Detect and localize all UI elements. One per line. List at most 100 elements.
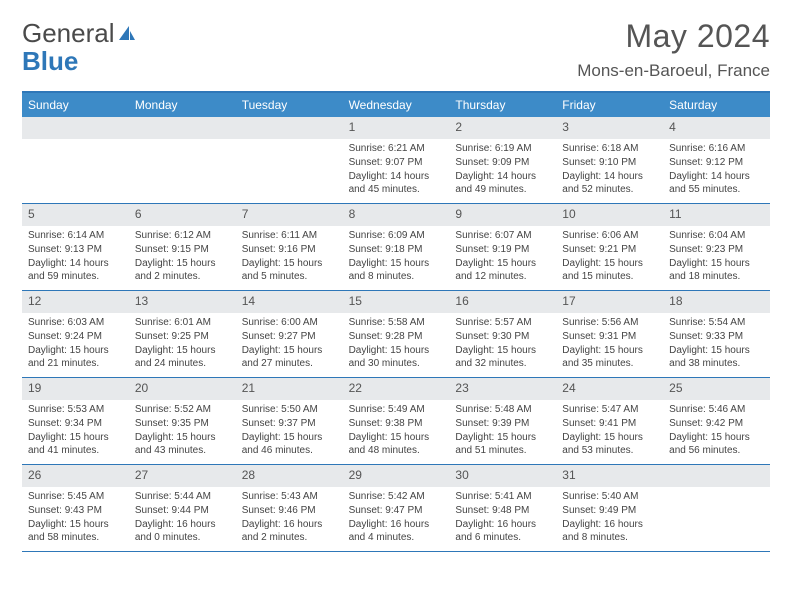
day-content: Sunrise: 5:53 AMSunset: 9:34 PMDaylight:… bbox=[22, 400, 129, 464]
sunrise-line: Sunrise: 6:00 AM bbox=[242, 316, 337, 329]
day-content: Sunrise: 6:14 AMSunset: 9:13 PMDaylight:… bbox=[22, 226, 129, 290]
day-content: Sunrise: 5:47 AMSunset: 9:41 PMDaylight:… bbox=[556, 400, 663, 464]
day-number: 21 bbox=[236, 378, 343, 400]
day-cell: 3Sunrise: 6:18 AMSunset: 9:10 PMDaylight… bbox=[556, 117, 663, 203]
sunset-line: Sunset: 9:47 PM bbox=[349, 504, 444, 517]
sunset-line: Sunset: 9:46 PM bbox=[242, 504, 337, 517]
day-cell: 23Sunrise: 5:48 AMSunset: 9:39 PMDayligh… bbox=[449, 378, 556, 464]
sunset-line: Sunset: 9:35 PM bbox=[135, 417, 230, 430]
sunrise-line: Sunrise: 5:45 AM bbox=[28, 490, 123, 503]
sunset-line: Sunset: 9:30 PM bbox=[455, 330, 550, 343]
sunset-line: Sunset: 9:09 PM bbox=[455, 156, 550, 169]
sunset-line: Sunset: 9:34 PM bbox=[28, 417, 123, 430]
day-content: Sunrise: 6:07 AMSunset: 9:19 PMDaylight:… bbox=[449, 226, 556, 290]
day-number: 28 bbox=[236, 465, 343, 487]
daylight-line: Daylight: 15 hours and 41 minutes. bbox=[28, 431, 123, 457]
logo-text-1: General bbox=[22, 18, 115, 49]
daylight-line: Daylight: 15 hours and 53 minutes. bbox=[562, 431, 657, 457]
sunrise-line: Sunrise: 5:43 AM bbox=[242, 490, 337, 503]
day-content: Sunrise: 5:46 AMSunset: 9:42 PMDaylight:… bbox=[663, 400, 770, 464]
day-content: Sunrise: 5:52 AMSunset: 9:35 PMDaylight:… bbox=[129, 400, 236, 464]
daylight-line: Daylight: 15 hours and 35 minutes. bbox=[562, 344, 657, 370]
day-number: 29 bbox=[343, 465, 450, 487]
sunset-line: Sunset: 9:25 PM bbox=[135, 330, 230, 343]
daylight-line: Daylight: 15 hours and 27 minutes. bbox=[242, 344, 337, 370]
sunrise-line: Sunrise: 6:14 AM bbox=[28, 229, 123, 242]
day-number: 11 bbox=[663, 204, 770, 226]
sunset-line: Sunset: 9:16 PM bbox=[242, 243, 337, 256]
day-cell: 10Sunrise: 6:06 AMSunset: 9:21 PMDayligh… bbox=[556, 204, 663, 290]
daylight-line: Daylight: 15 hours and 2 minutes. bbox=[135, 257, 230, 283]
day-cell: 12Sunrise: 6:03 AMSunset: 9:24 PMDayligh… bbox=[22, 291, 129, 377]
sunrise-line: Sunrise: 6:07 AM bbox=[455, 229, 550, 242]
daylight-line: Daylight: 15 hours and 5 minutes. bbox=[242, 257, 337, 283]
sunrise-line: Sunrise: 6:04 AM bbox=[669, 229, 764, 242]
day-number bbox=[236, 117, 343, 139]
sunset-line: Sunset: 9:28 PM bbox=[349, 330, 444, 343]
day-content: Sunrise: 6:06 AMSunset: 9:21 PMDaylight:… bbox=[556, 226, 663, 290]
logo-text-2: Blue bbox=[22, 46, 78, 77]
day-cell: 20Sunrise: 5:52 AMSunset: 9:35 PMDayligh… bbox=[129, 378, 236, 464]
sunrise-line: Sunrise: 6:01 AM bbox=[135, 316, 230, 329]
day-number: 9 bbox=[449, 204, 556, 226]
sunrise-line: Sunrise: 5:48 AM bbox=[455, 403, 550, 416]
daylight-line: Daylight: 14 hours and 59 minutes. bbox=[28, 257, 123, 283]
weekday-header: Thursday bbox=[449, 93, 556, 117]
daylight-line: Daylight: 14 hours and 49 minutes. bbox=[455, 170, 550, 196]
day-number: 14 bbox=[236, 291, 343, 313]
sunset-line: Sunset: 9:07 PM bbox=[349, 156, 444, 169]
sunset-line: Sunset: 9:41 PM bbox=[562, 417, 657, 430]
header: General May 2024 Mons-en-Baroeul, France bbox=[22, 18, 770, 81]
daylight-line: Daylight: 15 hours and 46 minutes. bbox=[242, 431, 337, 457]
daylight-line: Daylight: 16 hours and 6 minutes. bbox=[455, 518, 550, 544]
calendar-row: 5Sunrise: 6:14 AMSunset: 9:13 PMDaylight… bbox=[22, 204, 770, 291]
month-title: May 2024 bbox=[577, 18, 770, 55]
sunrise-line: Sunrise: 6:18 AM bbox=[562, 142, 657, 155]
sunrise-line: Sunrise: 5:54 AM bbox=[669, 316, 764, 329]
sunrise-line: Sunrise: 5:50 AM bbox=[242, 403, 337, 416]
day-cell: 21Sunrise: 5:50 AMSunset: 9:37 PMDayligh… bbox=[236, 378, 343, 464]
daylight-line: Daylight: 15 hours and 15 minutes. bbox=[562, 257, 657, 283]
day-cell: 15Sunrise: 5:58 AMSunset: 9:28 PMDayligh… bbox=[343, 291, 450, 377]
day-cell: 7Sunrise: 6:11 AMSunset: 9:16 PMDaylight… bbox=[236, 204, 343, 290]
empty-cell bbox=[22, 117, 129, 203]
sunrise-line: Sunrise: 6:11 AM bbox=[242, 229, 337, 242]
sunset-line: Sunset: 9:39 PM bbox=[455, 417, 550, 430]
day-cell: 28Sunrise: 5:43 AMSunset: 9:46 PMDayligh… bbox=[236, 465, 343, 551]
day-number: 23 bbox=[449, 378, 556, 400]
day-content: Sunrise: 5:50 AMSunset: 9:37 PMDaylight:… bbox=[236, 400, 343, 464]
weekday-header: Sunday bbox=[22, 93, 129, 117]
day-content: Sunrise: 5:43 AMSunset: 9:46 PMDaylight:… bbox=[236, 487, 343, 551]
sunset-line: Sunset: 9:27 PM bbox=[242, 330, 337, 343]
title-block: May 2024 Mons-en-Baroeul, France bbox=[577, 18, 770, 81]
empty-cell bbox=[129, 117, 236, 203]
day-number: 2 bbox=[449, 117, 556, 139]
day-content: Sunrise: 6:00 AMSunset: 9:27 PMDaylight:… bbox=[236, 313, 343, 377]
day-content: Sunrise: 5:42 AMSunset: 9:47 PMDaylight:… bbox=[343, 487, 450, 551]
daylight-line: Daylight: 15 hours and 56 minutes. bbox=[669, 431, 764, 457]
day-number: 12 bbox=[22, 291, 129, 313]
sunrise-line: Sunrise: 5:58 AM bbox=[349, 316, 444, 329]
day-cell: 16Sunrise: 5:57 AMSunset: 9:30 PMDayligh… bbox=[449, 291, 556, 377]
weekday-header: Monday bbox=[129, 93, 236, 117]
day-number: 10 bbox=[556, 204, 663, 226]
day-number: 3 bbox=[556, 117, 663, 139]
sunset-line: Sunset: 9:18 PM bbox=[349, 243, 444, 256]
day-cell: 24Sunrise: 5:47 AMSunset: 9:41 PMDayligh… bbox=[556, 378, 663, 464]
day-cell: 9Sunrise: 6:07 AMSunset: 9:19 PMDaylight… bbox=[449, 204, 556, 290]
day-number: 24 bbox=[556, 378, 663, 400]
daylight-line: Daylight: 15 hours and 12 minutes. bbox=[455, 257, 550, 283]
day-cell: 6Sunrise: 6:12 AMSunset: 9:15 PMDaylight… bbox=[129, 204, 236, 290]
day-number: 26 bbox=[22, 465, 129, 487]
day-cell: 11Sunrise: 6:04 AMSunset: 9:23 PMDayligh… bbox=[663, 204, 770, 290]
day-number: 19 bbox=[22, 378, 129, 400]
day-content: Sunrise: 5:54 AMSunset: 9:33 PMDaylight:… bbox=[663, 313, 770, 377]
day-number: 6 bbox=[129, 204, 236, 226]
sunrise-line: Sunrise: 6:06 AM bbox=[562, 229, 657, 242]
daylight-line: Daylight: 15 hours and 48 minutes. bbox=[349, 431, 444, 457]
daylight-line: Daylight: 14 hours and 55 minutes. bbox=[669, 170, 764, 196]
day-number: 13 bbox=[129, 291, 236, 313]
daylight-line: Daylight: 15 hours and 58 minutes. bbox=[28, 518, 123, 544]
day-number: 30 bbox=[449, 465, 556, 487]
daylight-line: Daylight: 15 hours and 8 minutes. bbox=[349, 257, 444, 283]
